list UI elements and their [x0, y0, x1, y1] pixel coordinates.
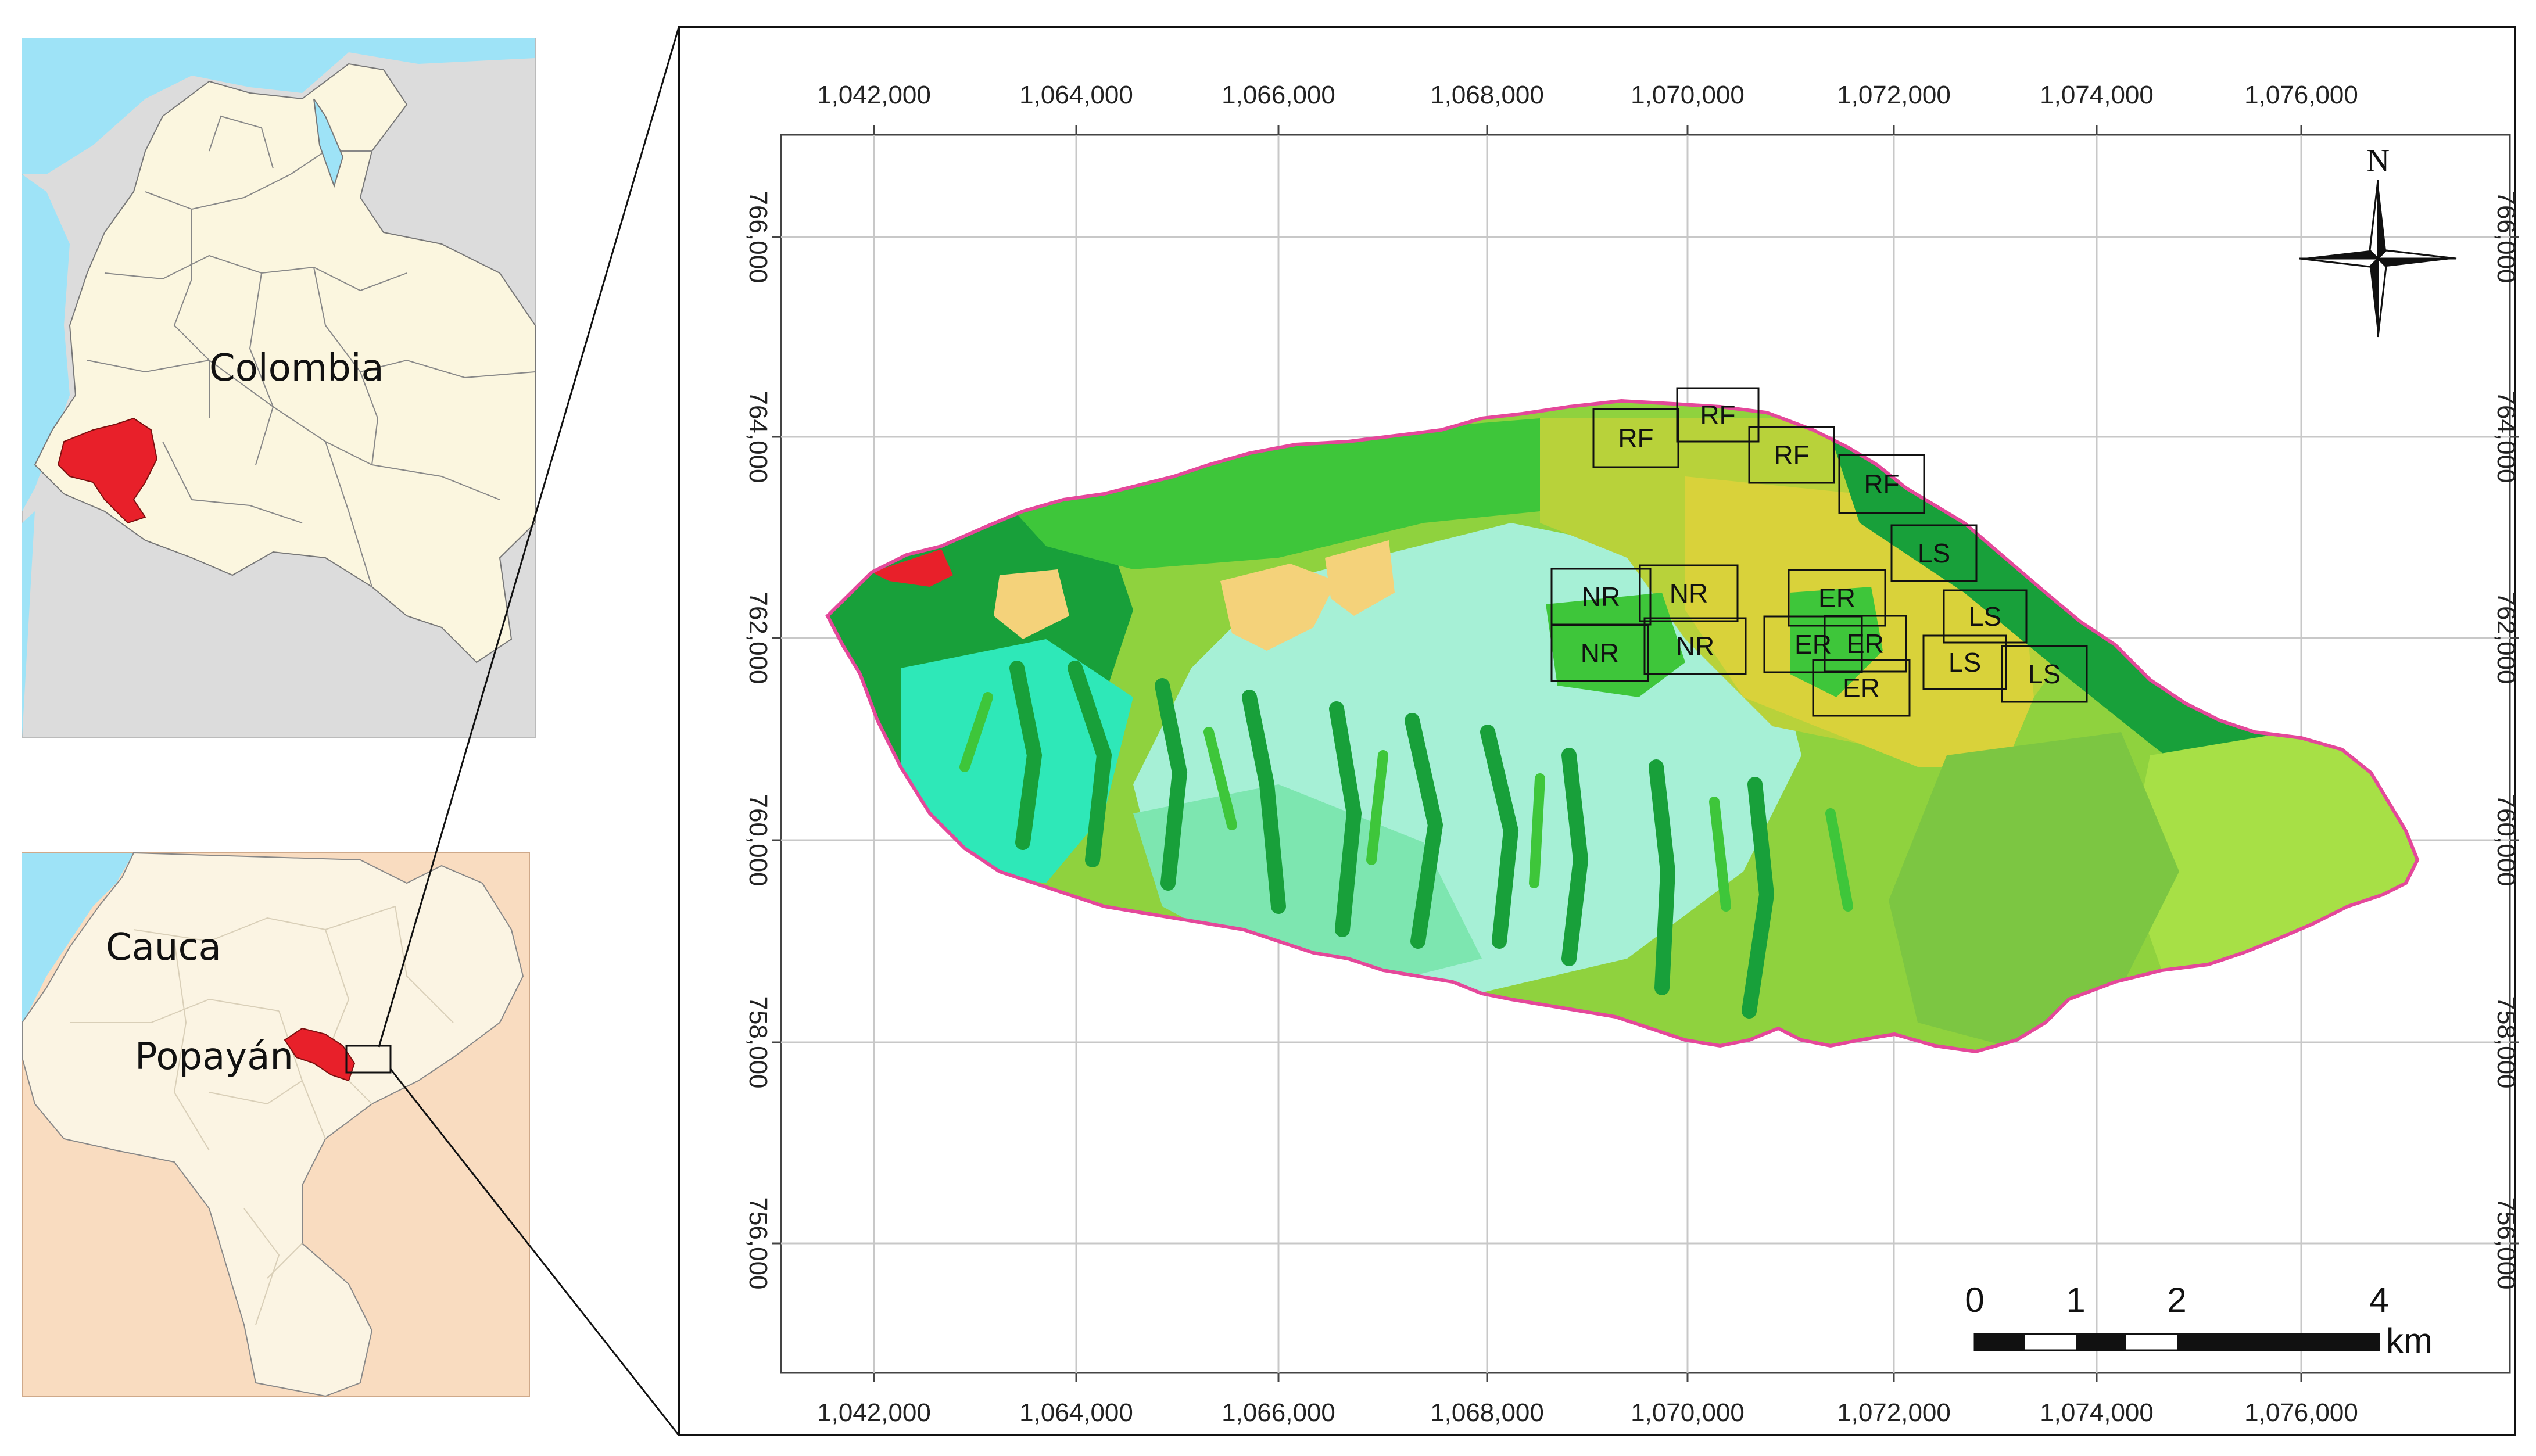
site-label-nr: NR — [1676, 631, 1714, 661]
scale-bar: 0 1 2 4 km — [1965, 1281, 2433, 1360]
y-tick-label-left: 756,000 — [744, 1197, 772, 1289]
y-tick-label-left: 760,000 — [744, 794, 772, 886]
caribbean-sea — [22, 38, 535, 174]
zone-green-north — [988, 418, 1540, 569]
x-tick-label-top: 1,066,000 — [1222, 81, 1335, 109]
x-tick-label-bottom: 1,076,000 — [2244, 1398, 2358, 1427]
site-box-rf — [1676, 387, 1760, 443]
connector-line-upper — [378, 27, 680, 1048]
scale-label-1: 1 — [2066, 1281, 2085, 1319]
site-label-rf: RF — [1618, 423, 1653, 453]
popayan-label: Popayán — [135, 1035, 293, 1078]
study-area-boundary — [825, 399, 2420, 1054]
site-label-rf: RF — [1700, 400, 1735, 430]
site-label-nr: NR — [1581, 638, 1619, 668]
connector-line-lower — [389, 1068, 680, 1436]
cauca-inset: Cauca Popayán — [22, 852, 530, 1397]
y-tick-label-left: 764,000 — [744, 390, 772, 483]
lake-maracaibo — [313, 98, 344, 188]
x-tick-label-bottom: 1,042,000 — [817, 1398, 931, 1427]
site-box-ls — [1943, 589, 2028, 644]
site-label-ls: LS — [2028, 659, 2061, 689]
site-label-nr: NR — [1582, 582, 1620, 612]
site-box-nr — [1639, 564, 1739, 622]
scale-label-4: 4 — [2369, 1281, 2388, 1319]
tick-labels: 1,042,000 1,042,000 1,064,000 1,064,000 1,06… — [744, 81, 2520, 1427]
colombia-label: Colombia — [209, 347, 384, 390]
site-label-ls: LS — [1969, 601, 2001, 632]
x-tick-label-bottom: 1,068,000 — [1430, 1398, 1544, 1427]
study-area-locator-box — [345, 1045, 392, 1074]
site-box-ls — [2001, 645, 2088, 703]
x-tick-label-bottom: 1,064,000 — [1019, 1398, 1133, 1427]
site-label-ls: LS — [1948, 647, 1981, 677]
site-label-er: ER — [1794, 629, 1832, 659]
x-tick-label-top: 1,076,000 — [2244, 81, 2358, 109]
study-area — [825, 399, 2420, 1054]
site-label-rf: RF — [1864, 469, 1899, 499]
x-tick-label-top: 1,068,000 — [1430, 81, 1544, 109]
x-tick-label-bottom: 1,074,000 — [2040, 1398, 2154, 1427]
y-tick-label-right: 758,000 — [2492, 996, 2520, 1088]
department-borders — [87, 115, 536, 587]
site-label-nr: NR — [1670, 578, 1708, 608]
site-label-er: ER — [1847, 629, 1884, 659]
site-box-er — [1812, 659, 1911, 717]
site-label-er: ER — [1818, 583, 1856, 613]
x-tick-label-top: 1,070,000 — [1631, 81, 1745, 109]
cauca-department-highlight — [57, 417, 158, 524]
colombia-inset: Colombia — [22, 38, 536, 738]
site-box-nr — [1550, 624, 1649, 682]
municipality-borders — [70, 906, 454, 1325]
x-tick-label-top: 1,074,000 — [2040, 81, 2154, 109]
pacific-ocean — [22, 174, 70, 511]
site-box-ls — [1890, 524, 1978, 582]
site-label-er: ER — [1843, 673, 1880, 703]
zone-tan-west — [994, 569, 1069, 639]
site-box-rf — [1592, 408, 1679, 468]
zone-cyan-southwest — [901, 639, 1133, 883]
colombia-country — [34, 63, 536, 664]
site-label-ls: LS — [1918, 538, 1950, 568]
y-tick-label-left: 766,000 — [744, 191, 772, 283]
scale-label-2: 2 — [2167, 1281, 2186, 1319]
sampling-sites: RF RF RF RF LS LS LS LS NR NR NR NR ER ER ER ER — [1550, 387, 2088, 717]
x-tick-label-top: 1,072,000 — [1837, 81, 1951, 109]
zone-tan-center — [1220, 564, 1337, 651]
x-tick-label-top: 1,042,000 — [817, 81, 931, 109]
site-box-nr — [1643, 617, 1747, 675]
site-label-rf: RF — [1774, 440, 1809, 470]
x-tick-label-bottom: 1,066,000 — [1222, 1398, 1335, 1427]
drainage-channels — [1009, 661, 1775, 1019]
cauca-department — [22, 852, 524, 1397]
y-tick-label-right: 766,000 — [2492, 191, 2520, 283]
cauca-pacific-coast — [22, 853, 134, 1023]
scale-label-0: 0 — [1965, 1281, 1984, 1319]
y-tick-label-left: 758,000 — [744, 996, 772, 1088]
y-tick-label-right: 756,000 — [2492, 1197, 2520, 1289]
site-box-ls — [1922, 634, 2007, 690]
x-tick-label-top: 1,064,000 — [1019, 81, 1133, 109]
y-tick-label-left: 762,000 — [744, 591, 772, 684]
y-tick-label-right: 760,000 — [2492, 794, 2520, 886]
zone-green-southeast — [1889, 732, 2179, 1046]
zone-dark-green-ridge — [1831, 436, 2324, 825]
y-tick-label-right: 764,000 — [2492, 390, 2520, 483]
x-tick-label-bottom: 1,072,000 — [1837, 1398, 1951, 1427]
zone-tan-small — [1325, 540, 1395, 616]
site-box-rf — [1748, 426, 1835, 484]
scale-unit: km — [2386, 1321, 2433, 1360]
site-box-er — [1788, 569, 1886, 627]
zone-red-northwest — [872, 549, 953, 587]
north-arrow: N — [2299, 143, 2457, 338]
site-box-er — [1824, 615, 1907, 673]
site-box-rf — [1838, 454, 1925, 514]
cauca-label: Cauca — [106, 926, 221, 969]
x-tick-label-bottom: 1,070,000 — [1631, 1398, 1745, 1427]
north-label: N — [2366, 143, 2390, 179]
y-tick-label-right: 762,000 — [2492, 591, 2520, 684]
